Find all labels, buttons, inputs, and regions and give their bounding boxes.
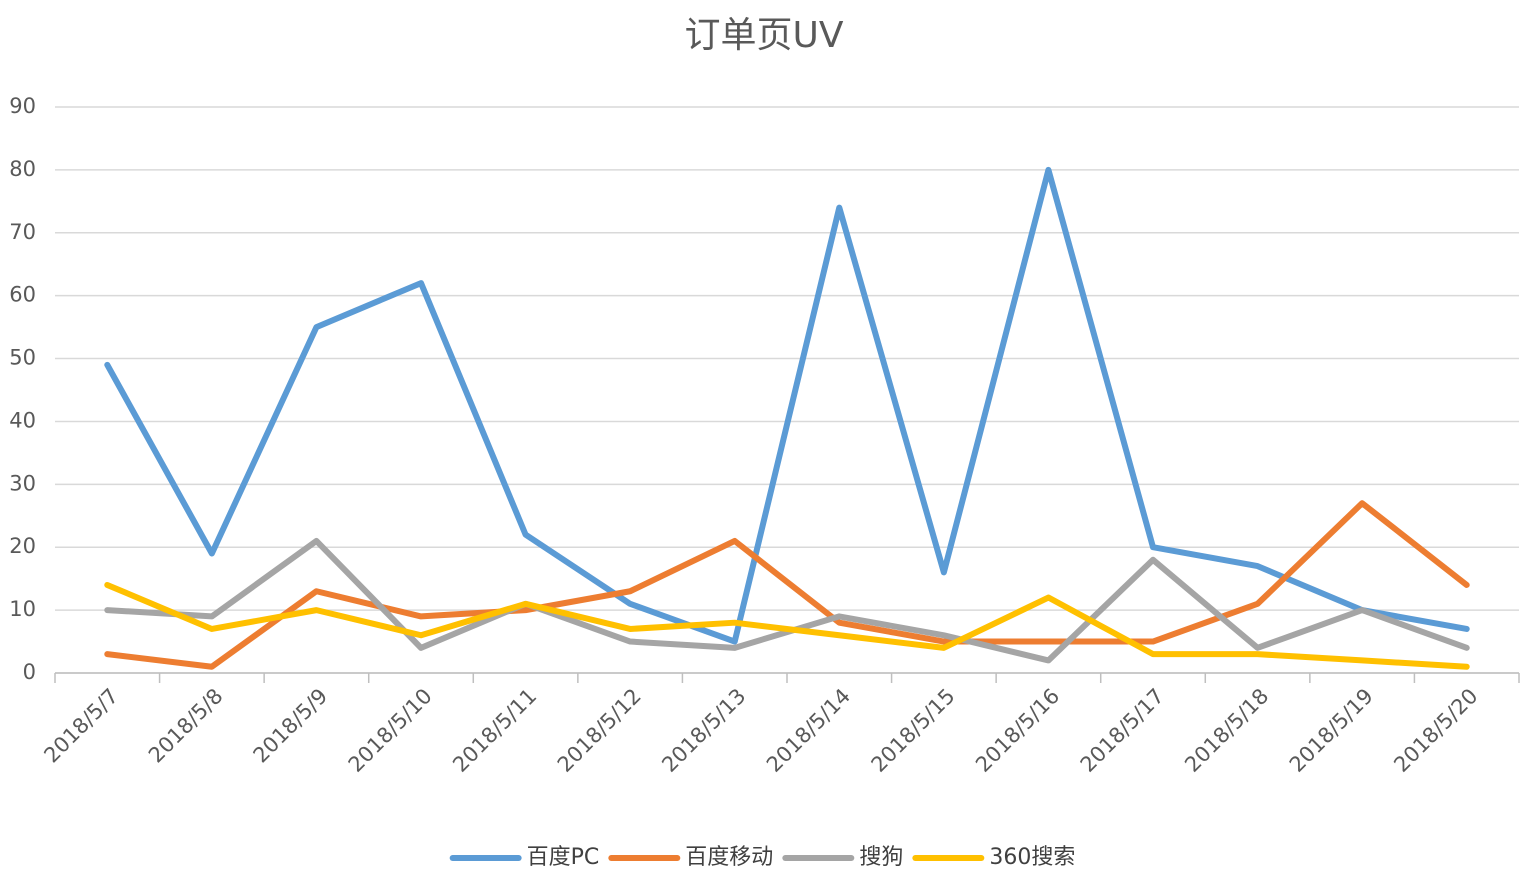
chart-title: 订单页UV [685,15,844,56]
series-line [104,581,1470,670]
x-tick-label: 2018/5/17 [1076,684,1169,777]
legend-label: 搜狗 [859,845,903,870]
y-tick-label: 30 [9,471,36,495]
y-tick-label: 0 [23,660,36,684]
legend-label: 360搜索 [989,845,1075,870]
series-line [104,537,1470,664]
legend: 百度PC 百度移动 搜狗 360搜索 [449,845,1075,870]
x-tick-label: 2018/5/18 [1180,684,1273,777]
y-tick-label: 20 [9,534,36,558]
x-tick-label: 2018/5/12 [553,684,646,777]
legend-label: 百度PC [527,845,600,870]
legend-label: 百度移动 [685,845,773,870]
x-tick-label: 2018/5/20 [1389,684,1482,777]
x-tick-label: 2018/5/9 [249,684,333,768]
x-tick-label: 2018/5/14 [762,684,855,777]
x-tick-label: 2018/5/10 [344,684,437,777]
y-tick-label: 90 [9,94,36,118]
x-tick-label: 2018/5/15 [867,684,960,777]
y-tick-label: 50 [9,346,36,370]
series-line [104,166,1470,645]
x-tick-label: 2018/5/8 [144,684,228,768]
y-tick-label: 10 [9,597,36,621]
y-tick-label: 60 [9,283,36,307]
y-tick-label: 70 [9,220,36,244]
x-tick-label: 2018/5/7 [39,684,123,768]
x-tick-label: 2018/5/13 [657,684,750,777]
y-tick-label: 40 [9,408,36,432]
x-tick-label: 2018/5/16 [971,684,1064,777]
x-tick-label: 2018/5/19 [1285,684,1378,777]
x-tick-label: 2018/5/11 [448,684,541,777]
y-tick-label: 80 [9,157,36,181]
series-line [104,500,1470,670]
